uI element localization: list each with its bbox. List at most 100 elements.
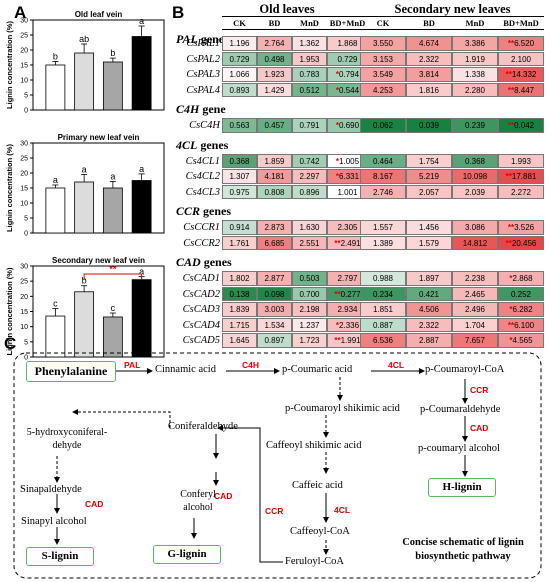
y-tick-label: 30 [20, 141, 28, 148]
cell-value: 0.512 [299, 85, 320, 95]
new-cell: 4.674 [406, 36, 452, 51]
new-cell: 3.153 [360, 51, 406, 66]
cell-value: 14.812 [462, 238, 488, 248]
new-cell: 1.993 [498, 153, 544, 168]
cell-value: 1.389 [372, 238, 394, 248]
cell-value: 3.153 [372, 54, 394, 64]
node-p-coumaroyl-shikimic: p-Coumaroyl shikimic acid [285, 403, 400, 414]
old-cell: 1.429 [257, 82, 292, 97]
old-cell: 0.512 [292, 82, 327, 97]
y-axis-label: Lignin concentration (%) [5, 144, 14, 232]
old-cell: 0.457 [257, 118, 292, 133]
significance-letter: ab [79, 34, 89, 44]
node-p-coumaroyl-coa: p-Coumaroyl-CoA [425, 364, 505, 375]
gene-name-cspal1: CsPAL1 [186, 38, 220, 49]
new-cell: 2.322 [406, 317, 452, 332]
cell-value: 3.003 [264, 305, 285, 314]
old-cell: 2.305 [327, 220, 368, 235]
old-cell: 0.914 [222, 220, 257, 235]
new-cell: 2.100 [498, 51, 544, 66]
y-tick-label: 15 [20, 63, 28, 70]
group-family: 4CL [176, 137, 198, 152]
y-tick-label: 20 [20, 294, 28, 301]
cell-value: 6.685 [264, 238, 285, 248]
cell-value: 2.496 [464, 305, 486, 314]
old-cell: 1.066 [222, 67, 257, 82]
cell-value: 0.729 [337, 54, 358, 64]
new-cell: 0.062 [360, 118, 406, 133]
y-tick-label: 0 [24, 108, 28, 115]
cell-value: 2.877 [264, 274, 285, 283]
new-cell: 0.988 [360, 271, 406, 286]
cell-value: 0.368 [229, 156, 250, 166]
group-suffix: genes [197, 32, 229, 46]
old-col-header-1: BD [268, 18, 281, 28]
new-cell: 2.238 [452, 271, 498, 286]
node-sinapaldehyde: Sinapaldehyde [20, 484, 82, 495]
significance-star: * [509, 274, 513, 283]
new-cell: 1.851 [360, 302, 406, 317]
group-suffix: genes [197, 137, 229, 152]
significance-star: ** [507, 39, 515, 48]
cell-value: 1.868 [337, 39, 358, 48]
new-cell: 0.252 [498, 286, 544, 301]
significance-stars: ** [109, 264, 117, 274]
old-cell: 3.003 [257, 302, 292, 317]
cell-value: 7.657 [464, 336, 486, 345]
new-cell: **20.456 [498, 235, 544, 250]
phenylalanine-box: Phenylalanine [26, 361, 116, 382]
cell-value: 0.563 [229, 121, 250, 130]
new-cell: 2.887 [406, 333, 452, 348]
y-tick-label: 0 [24, 231, 28, 238]
y-tick-label: 20 [20, 171, 28, 178]
new-cell: 0.234 [360, 286, 406, 301]
cell-value: 2.039 [464, 187, 486, 197]
cell-value: 20.456 [511, 238, 537, 248]
y-axis-label: Lignin concentration (%) [5, 267, 14, 355]
cell-value: 0.368 [464, 156, 486, 166]
cell-value: 0.893 [229, 85, 250, 95]
new-cell: *6.282 [498, 302, 544, 317]
node-p-coumaraldehyde: p-Coumaraldehyde [420, 404, 501, 415]
panel-b-label: B [172, 3, 185, 22]
new-cell: 1.579 [406, 235, 452, 250]
significance-letter: b [110, 48, 115, 58]
node-conferyl-alcohol: Conferyl alcohol [180, 489, 216, 513]
new-cell: 10.098 [452, 169, 498, 184]
cell-value: 14.332 [511, 70, 537, 79]
new-cell: *4.565 [498, 333, 544, 348]
cell-value: 2.272 [510, 187, 532, 197]
cell-value: 8.167 [372, 172, 394, 181]
cell-value: 1.630 [299, 223, 320, 232]
old-cell: 1.723 [292, 333, 327, 348]
significance-star: * [509, 336, 513, 345]
old-cell: *0.690 [327, 118, 368, 133]
significance-letter: c [111, 303, 116, 313]
group-suffix: gene [199, 102, 226, 116]
cell-value: 2.322 [418, 320, 440, 330]
gene-name-cspal4: CsPAL4 [186, 84, 220, 96]
cell-value: 1.897 [418, 274, 440, 283]
cell-value: 2.797 [337, 274, 358, 283]
cell-value: 0.544 [339, 85, 360, 95]
new-cell: 0.887 [360, 317, 406, 332]
cell-value: 4.181 [264, 172, 285, 181]
y-tick-label: 25 [20, 33, 28, 40]
cell-value: 1.754 [418, 156, 440, 166]
cell-value: 1.456 [418, 223, 440, 232]
old-cell: 1.715 [222, 317, 257, 332]
new-leaves-title: Secondary new leaves [394, 2, 511, 16]
node-caffeoyl-shikimic: Caffeoyl shikimic acid [266, 440, 362, 451]
cell-value: 3.386 [464, 39, 486, 48]
gene-name-cscad3: CsCAD3 [182, 304, 220, 315]
cell-value: 6.331 [339, 172, 360, 181]
cell-value: 17.881 [511, 172, 537, 181]
old-col-header-2: MnD [300, 18, 319, 28]
cell-value: 1.237 [299, 320, 320, 330]
old-cell: **0.277 [327, 286, 368, 301]
node-caffeoyl-coa: Caffeoyl-CoA [290, 526, 350, 537]
cell-value: 2.100 [510, 54, 532, 64]
cell-value: 2.057 [418, 187, 440, 197]
old-cell: 1.839 [222, 302, 257, 317]
